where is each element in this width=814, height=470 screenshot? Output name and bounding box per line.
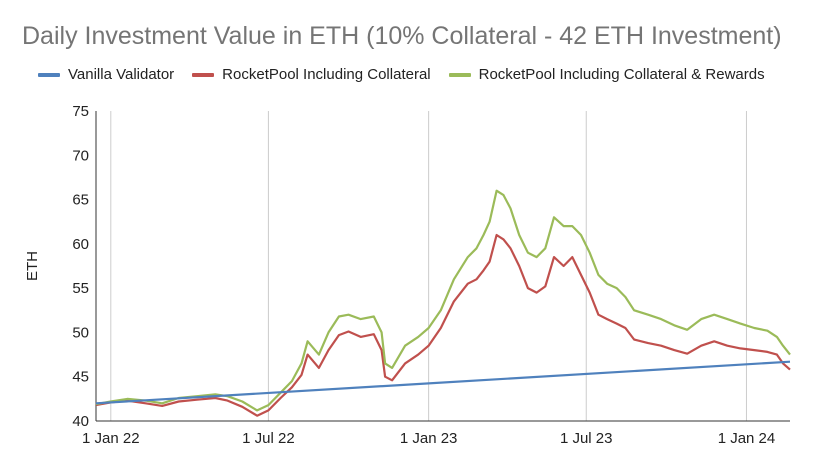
legend-item-rocketpool-collateral: RocketPool Including Collateral — [192, 66, 431, 83]
y-tick-label: 65 — [72, 192, 89, 209]
series-line-0 — [95, 360, 791, 405]
legend-swatch-rocketpool-collateral — [192, 72, 215, 77]
legend-swatch-vanilla — [38, 72, 60, 77]
x-tick-label: 1 Jan 24 — [718, 430, 776, 447]
y-axis-title: ETH — [24, 251, 41, 281]
chart-legend: Vanilla Validator RocketPool Including C… — [38, 66, 783, 83]
legend-item-rocketpool-rewards: RocketPool Including Collateral & Reward… — [448, 66, 765, 83]
y-tick-label: 50 — [72, 324, 89, 341]
y-tick-label: 40 — [72, 413, 89, 430]
legend-swatch-rocketpool-rewards — [448, 72, 471, 77]
y-tick-label: 70 — [72, 147, 89, 164]
y-tick-label: 75 — [72, 103, 89, 120]
y-tick-label: 60 — [72, 236, 89, 253]
legend-label-rocketpool-collateral: RocketPool Including Collateral — [222, 66, 431, 83]
legend-item-vanilla: Vanilla Validator — [38, 66, 174, 83]
chart-title: Daily Investment Value in ETH (10% Colla… — [22, 22, 782, 50]
x-tick-label: 1 Jan 22 — [82, 430, 140, 447]
legend-label-vanilla: Vanilla Validator — [68, 66, 175, 83]
legend-label-rocketpool-rewards: RocketPool Including Collateral & Reward… — [478, 66, 765, 83]
x-tick-label: 1 Jul 23 — [560, 430, 613, 447]
series-line-2 — [95, 189, 791, 412]
x-tick-label: 1 Jul 22 — [242, 430, 295, 447]
series-line-1 — [95, 233, 791, 417]
y-tick-label: 55 — [72, 280, 89, 297]
y-tick-label: 45 — [72, 369, 89, 386]
x-tick-label: 1 Jan 23 — [400, 430, 458, 447]
